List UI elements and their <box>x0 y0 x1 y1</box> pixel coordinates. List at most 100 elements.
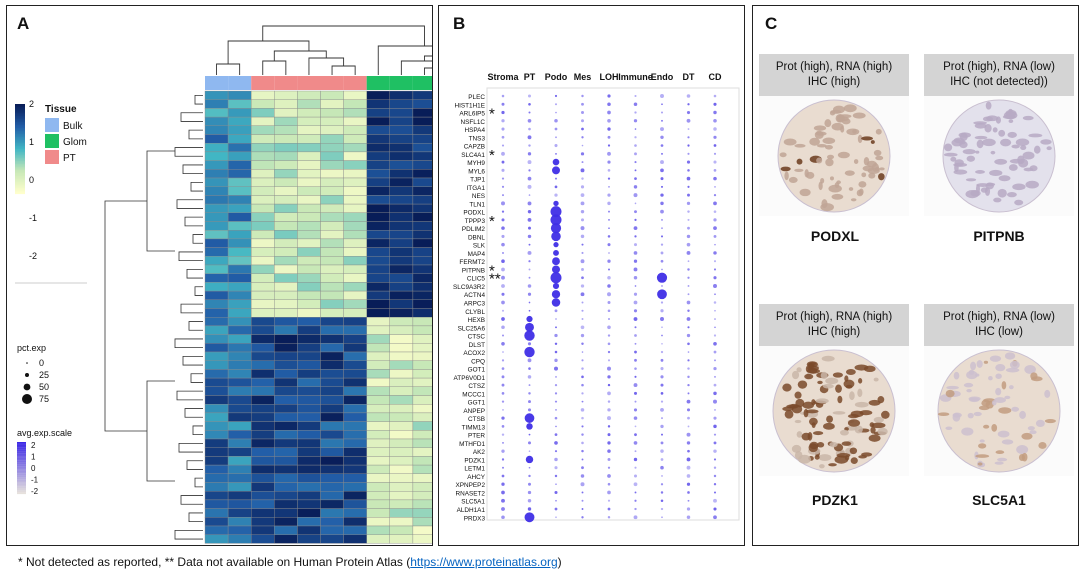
expression-dot <box>633 251 638 255</box>
gene-label: GOT1 <box>468 367 486 374</box>
tissue-structure <box>984 187 991 196</box>
heatmap-cell <box>343 369 367 379</box>
heatmap-cell <box>343 116 367 126</box>
heatmap-cell <box>297 99 321 109</box>
tissue-structure <box>985 101 992 110</box>
heatmap-cell <box>297 142 321 153</box>
heatmap-cell <box>389 464 414 475</box>
tissue-structure <box>867 167 880 174</box>
colorbar-segment <box>17 471 26 474</box>
expression-dot <box>502 409 504 411</box>
heatmap-cell <box>412 456 432 466</box>
color-scale-segment <box>15 173 25 175</box>
gene-label: TJP1 <box>470 177 485 184</box>
tissue-structure <box>850 198 857 202</box>
dendrogram-branch <box>176 390 203 401</box>
color-scale-segment <box>15 119 25 121</box>
size-legend-dot <box>25 373 29 377</box>
expression-dot <box>501 102 505 106</box>
expression-dot <box>633 259 638 263</box>
protein-atlas-link[interactable]: https://www.proteinatlas.org <box>410 555 558 569</box>
heatmap-cell <box>320 160 344 170</box>
heatmap-cell <box>274 229 298 240</box>
expression-dot <box>713 391 717 396</box>
tissue-structure <box>821 199 828 209</box>
heatmap-cell <box>320 421 344 431</box>
heatmap-figure: 210-1-2TissueBulkGlomPTBulkABulkBPT15PT1… <box>15 25 432 544</box>
heatmap-cell <box>227 447 252 457</box>
heatmap-cell <box>297 290 321 301</box>
heatmap-cell <box>366 412 391 422</box>
heatmap-cell <box>343 334 367 344</box>
heatmap-cell <box>343 464 367 475</box>
expression-dot <box>686 515 691 519</box>
heatmap-cell <box>412 99 432 109</box>
expression-dot <box>501 375 505 379</box>
tissue-structure <box>817 442 825 448</box>
expression-dot <box>686 201 691 206</box>
heatmap-cell <box>297 525 321 535</box>
tissue-structure <box>868 172 876 179</box>
dendrogram-branch <box>424 67 432 75</box>
heatmap-cell <box>343 473 367 483</box>
color-legend-title: avg.exp.scale <box>17 428 72 438</box>
expression-dot <box>527 250 532 255</box>
expression-dot <box>661 152 663 155</box>
expression-dot <box>528 169 531 172</box>
tissue-structure <box>875 128 882 135</box>
colorbar-segment <box>17 481 26 483</box>
color-scale-segment <box>15 183 25 186</box>
color-scale-segment <box>15 147 25 150</box>
expression-dot <box>660 407 664 412</box>
expression-dot <box>714 243 716 246</box>
heatmap-cell <box>366 290 391 301</box>
expression-dot <box>581 458 584 461</box>
heatmap-cell <box>250 177 275 187</box>
heatmap-cell <box>274 264 298 274</box>
expression-dot <box>555 136 557 139</box>
expression-dot <box>528 384 531 387</box>
expression-dot <box>660 367 664 371</box>
expression-dot <box>551 231 561 242</box>
expression-dot <box>607 366 611 371</box>
expression-dot <box>634 342 637 345</box>
heatmap-cell <box>274 412 298 422</box>
expression-dot <box>581 383 584 387</box>
expression-dot <box>713 160 717 164</box>
tissue-structure <box>794 419 802 424</box>
tissue-structure <box>1020 145 1027 151</box>
expression-dot <box>633 391 638 395</box>
heatmap-cell <box>366 464 391 475</box>
color-scale-segment <box>15 111 25 114</box>
heatmap-cell <box>250 238 275 248</box>
heatmap-cell <box>204 360 229 370</box>
heatmap-cell <box>250 404 275 414</box>
expression-dot <box>501 292 505 296</box>
heatmap-cell <box>343 317 367 327</box>
heatmap-cell <box>250 299 275 309</box>
expression-dot <box>660 499 664 503</box>
heatmap-cell <box>227 99 252 109</box>
tissue-structure <box>952 412 962 418</box>
expression-dot <box>660 259 664 263</box>
expression-dot <box>527 118 532 123</box>
heatmap-cell <box>320 438 344 448</box>
expression-dot <box>660 400 664 403</box>
expression-dot <box>634 94 637 98</box>
expression-dot <box>607 342 611 346</box>
heatmap-cell <box>389 169 414 179</box>
panel-c: C Prot (high), RNA (high) IHC (high) POD… <box>752 5 1079 546</box>
dendrogram-branch <box>262 60 287 75</box>
heatmap-cell <box>297 447 321 457</box>
heatmap-cell <box>320 282 344 292</box>
heatmap-cell <box>412 308 432 318</box>
heatmap-cell <box>366 343 391 353</box>
tissue-structure <box>811 422 816 428</box>
expression-dot <box>634 425 637 428</box>
heatmap-cell <box>412 169 432 179</box>
heatmap-cell <box>250 142 275 153</box>
tissue-structure <box>849 391 855 401</box>
heatmap-cell <box>366 99 391 109</box>
dendrogram-branch <box>188 129 203 140</box>
expression-dot <box>660 441 664 445</box>
